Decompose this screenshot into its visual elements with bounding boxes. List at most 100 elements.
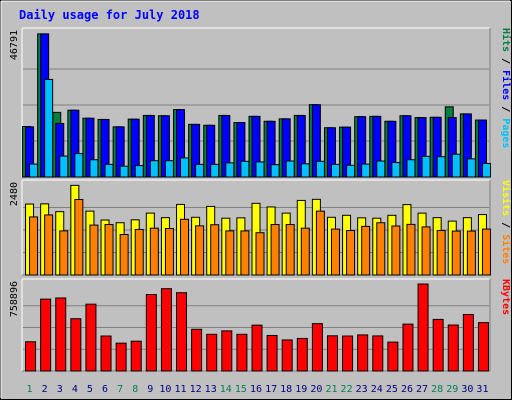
bar-sites xyxy=(44,214,54,276)
x-tick-label: 7 xyxy=(117,384,123,395)
bar-pages xyxy=(285,160,295,178)
bar-kbytes xyxy=(221,330,233,372)
bar-sites xyxy=(300,227,310,276)
x-tick-label: 18 xyxy=(280,384,292,395)
x-tick-label: 19 xyxy=(295,384,307,395)
bar-sites xyxy=(481,228,491,276)
bar-pages xyxy=(451,153,461,178)
x-tick-label: 22 xyxy=(341,384,353,395)
bar-kbytes xyxy=(417,283,429,372)
bar-pages xyxy=(270,164,280,178)
bar-kbytes xyxy=(326,335,338,372)
bar-sites xyxy=(210,224,220,276)
y-max-label: 46791 xyxy=(9,30,20,60)
bar-kbytes xyxy=(447,324,459,372)
bar-sites xyxy=(255,232,265,276)
bar-pages xyxy=(104,163,114,178)
bar-sites xyxy=(104,224,114,276)
x-tick-label: 5 xyxy=(87,384,93,395)
x-tick-label: 15 xyxy=(235,384,247,395)
bar-pages xyxy=(300,163,310,178)
bar-pages xyxy=(436,156,446,178)
legend: KBytes xyxy=(500,279,511,315)
bar-kbytes xyxy=(387,341,399,372)
bar-pages xyxy=(406,159,416,178)
bar-pages xyxy=(44,78,54,178)
x-tick-label: 11 xyxy=(174,384,186,395)
bar-kbytes xyxy=(236,333,248,372)
bar-sites xyxy=(391,225,401,276)
bar-pages xyxy=(89,159,99,178)
bar-sites xyxy=(134,228,144,276)
bar-sites xyxy=(29,216,39,276)
x-tick-label: 26 xyxy=(401,384,413,395)
legend: Visits / Sites xyxy=(500,180,512,264)
bar-kbytes xyxy=(206,333,218,372)
bar-pages xyxy=(481,162,491,178)
y-max-label: 2480 xyxy=(9,182,20,206)
bar-pages xyxy=(346,164,356,178)
bar-pages xyxy=(195,163,205,178)
bar-pages xyxy=(119,165,129,178)
bar-pages xyxy=(149,160,159,178)
legend-visits: Visits xyxy=(500,180,512,216)
x-tick-label: 14 xyxy=(220,384,232,395)
x-tick-label: 6 xyxy=(102,384,108,395)
bar-kbytes xyxy=(55,297,67,372)
bar-sites xyxy=(361,225,371,276)
bar-kbytes xyxy=(25,341,37,372)
x-tick-label: 21 xyxy=(325,384,337,395)
bar-kbytes xyxy=(251,324,263,372)
legend-files: Files xyxy=(500,70,512,100)
bar-pages xyxy=(240,160,250,178)
bar-pages xyxy=(466,158,476,178)
legend-separator: / xyxy=(500,100,511,118)
x-tick-label: 12 xyxy=(190,384,202,395)
legend-sites: Sites xyxy=(500,234,512,264)
legend-separator: / xyxy=(500,216,511,234)
bar-kbytes xyxy=(357,334,369,372)
bar-pages xyxy=(391,162,401,178)
bar-sites xyxy=(74,199,84,276)
bar-pages xyxy=(180,157,190,178)
bar-sites xyxy=(315,210,325,276)
bar-sites xyxy=(421,226,431,276)
x-tick-label: 10 xyxy=(159,384,171,395)
legend-kbytes: KBytes xyxy=(500,279,511,315)
bar-sites xyxy=(180,218,190,276)
bar-kbytes xyxy=(145,294,157,372)
bar-kbytes xyxy=(402,323,414,372)
bar-sites xyxy=(59,230,69,276)
bar-kbytes xyxy=(281,339,293,372)
chart-title: Daily usage for July 2018 xyxy=(19,8,200,22)
bar-kbytes xyxy=(296,337,308,372)
bar-sites xyxy=(89,224,99,276)
bar-sites xyxy=(466,230,476,276)
bar-kbytes xyxy=(160,288,172,372)
bar-sites xyxy=(346,230,356,276)
bar-pages xyxy=(74,153,84,178)
x-tick-label: 25 xyxy=(386,384,398,395)
bar-pages xyxy=(134,165,144,178)
bar-pages xyxy=(225,162,235,178)
bar-pages xyxy=(376,160,386,178)
bar-pages xyxy=(361,163,371,178)
x-tick-label: 20 xyxy=(310,384,322,395)
bar-kbytes xyxy=(311,323,323,372)
x-tick-label: 4 xyxy=(72,384,78,395)
x-tick-label: 1 xyxy=(27,384,33,395)
bar-kbytes xyxy=(40,298,52,372)
bar-pages xyxy=(210,163,220,178)
bar-pages xyxy=(29,163,39,178)
x-tick-label: 9 xyxy=(147,384,153,395)
bar-sites xyxy=(149,227,159,276)
x-tick-label: 2 xyxy=(42,384,48,395)
x-tick-label: 27 xyxy=(416,384,428,395)
bar-sites xyxy=(285,224,295,276)
bar-kbytes xyxy=(266,334,278,372)
bar-pages xyxy=(59,155,69,178)
bar-kbytes xyxy=(130,340,142,372)
x-tick-label: 24 xyxy=(371,384,383,395)
bar-kbytes xyxy=(100,335,112,372)
